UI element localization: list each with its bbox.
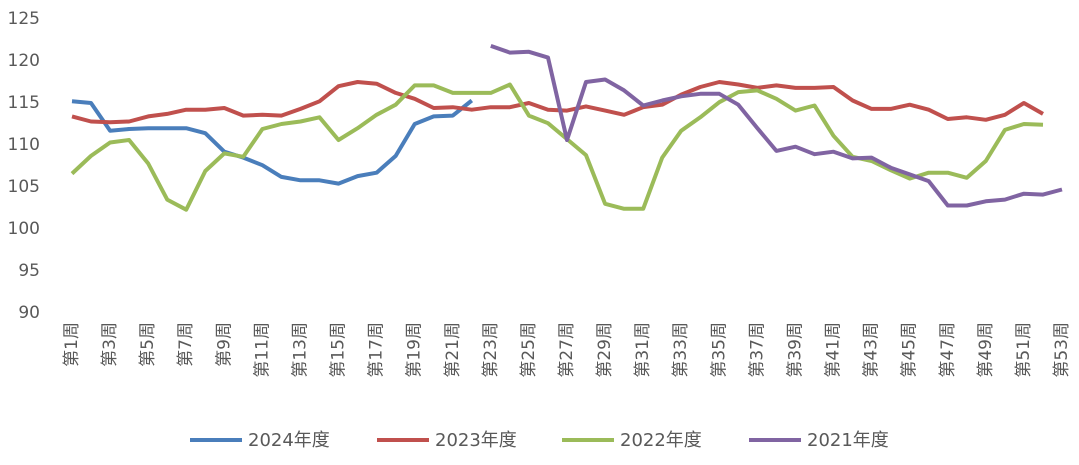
x-tick-label: 第35周	[709, 322, 729, 378]
series-line	[70, 82, 1044, 212]
x-tick-label: 第47周	[938, 322, 958, 378]
x-tick-label: 第37周	[747, 322, 767, 378]
y-tick-label: 115	[8, 93, 40, 113]
y-tick-label: 100	[8, 219, 40, 239]
y-tick-label: 90	[18, 303, 40, 323]
x-tick-label: 第39周	[785, 322, 805, 378]
y-tick-label: 105	[8, 177, 40, 197]
x-tick-label: 第29周	[595, 322, 615, 378]
x-tick-label: 第7周	[176, 322, 196, 367]
x-tick-label: 第31周	[633, 322, 653, 378]
x-tick-label: 第41周	[824, 322, 844, 378]
y-tick-label: 110	[8, 135, 40, 155]
y-tick-label: 125	[8, 9, 40, 29]
x-tick-label: 第5周	[138, 322, 158, 367]
x-tick-label: 第25周	[519, 322, 539, 378]
y-tick-label: 120	[8, 51, 40, 71]
series-line	[490, 44, 1063, 208]
x-tick-label: 第53周	[1052, 322, 1072, 378]
x-tick-label: 第9周	[214, 322, 234, 367]
legend-label: 2022年度	[620, 430, 702, 451]
legend-label: 2024年度	[248, 430, 330, 451]
x-tick-label: 第51周	[1014, 322, 1034, 378]
x-tick-label: 第45周	[900, 322, 920, 378]
x-tick-label: 第49周	[976, 322, 996, 378]
x-tick-label: 第3周	[100, 322, 120, 367]
x-tick-label: 第27周	[557, 322, 577, 378]
series-line	[71, 98, 474, 186]
legend-label: 2023年度	[435, 430, 517, 451]
x-tick-label: 第13周	[290, 322, 310, 378]
legend-label: 2021年度	[807, 430, 889, 451]
x-tick-label: 第21周	[443, 322, 463, 378]
x-tick-label: 第15周	[329, 322, 349, 378]
x-tick-label: 第11周	[252, 322, 272, 378]
x-tick-label: 第1周	[62, 322, 82, 367]
legend: 2024年度 2023年度 2022年度 2021年度	[190, 430, 889, 451]
x-tick-label: 第23周	[481, 322, 501, 378]
x-tick-label: 第43周	[862, 322, 882, 378]
y-tick-label: 95	[18, 261, 40, 281]
series-line	[71, 80, 1044, 125]
x-tick-label: 第19周	[405, 322, 425, 378]
x-tick-label: 第33周	[671, 322, 691, 378]
x-tick-label: 第17周	[367, 322, 387, 378]
